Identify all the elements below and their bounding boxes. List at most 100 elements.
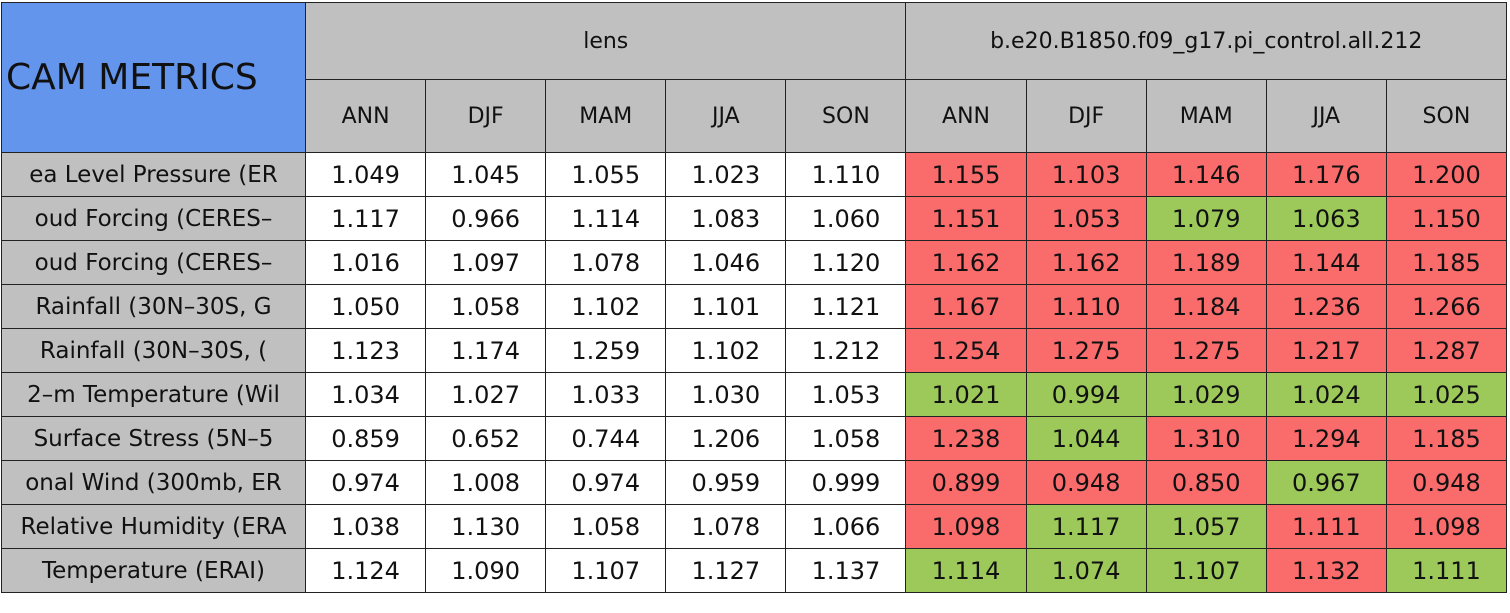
value-cell: 1.107: [545, 548, 667, 593]
value-cell: 1.038: [304, 504, 427, 549]
value-cell: 1.127: [665, 548, 787, 593]
value-cell: 1.110: [1025, 284, 1147, 329]
value-cell: 1.206: [665, 416, 787, 461]
value-cell: 1.098: [1385, 504, 1508, 549]
value-cell: 0.967: [1265, 460, 1387, 505]
value-cell: 1.120: [785, 240, 907, 285]
value-cell: 1.034: [304, 372, 427, 417]
value-cell: 1.016: [304, 240, 427, 285]
value-cell: 1.110: [785, 152, 907, 197]
value-cell: 1.137: [785, 548, 907, 593]
value-cell: 1.124: [304, 548, 427, 593]
value-cell: 0.966: [425, 196, 547, 241]
value-cell: 1.101: [665, 284, 787, 329]
value-cell: 1.114: [905, 548, 1027, 593]
group-header: lens: [304, 2, 907, 80]
column-header: SON: [785, 79, 907, 153]
value-cell: 1.029: [1145, 372, 1267, 417]
value-cell: 1.021: [905, 372, 1027, 417]
value-cell: 1.200: [1385, 152, 1508, 197]
value-cell: 1.102: [545, 284, 667, 329]
value-cell: 1.053: [1025, 196, 1147, 241]
group-header: b.e20.B1850.f09_g17.pi_control.all.212: [905, 2, 1507, 80]
column-header: ANN: [905, 79, 1027, 153]
value-cell: 0.899: [905, 460, 1027, 505]
column-header: MAM: [1145, 79, 1267, 153]
column-header: JJA: [1265, 79, 1387, 153]
value-cell: 1.024: [1265, 372, 1387, 417]
value-cell: 1.189: [1145, 240, 1267, 285]
value-cell: 1.176: [1265, 152, 1387, 197]
value-cell: 1.030: [665, 372, 787, 417]
column-header: JJA: [665, 79, 787, 153]
value-cell: 1.023: [665, 152, 787, 197]
value-cell: 1.049: [304, 152, 427, 197]
value-cell: 1.027: [425, 372, 547, 417]
value-cell: 1.150: [1385, 196, 1508, 241]
value-cell: 1.130: [425, 504, 547, 549]
value-cell: 1.310: [1145, 416, 1267, 461]
value-cell: 1.167: [905, 284, 1027, 329]
value-cell: 1.078: [545, 240, 667, 285]
value-cell: 1.060: [785, 196, 907, 241]
value-cell: 0.948: [1025, 460, 1147, 505]
value-cell: 1.098: [905, 504, 1027, 549]
row-label: 2–m Temperature (Wil: [1, 372, 306, 417]
row-label: ea Level Pressure (ER: [1, 152, 306, 197]
table-row: ea Level Pressure (ER 1.049 1.045 1.055 1.02…: [1, 152, 1508, 197]
value-cell: 0.974: [304, 460, 427, 505]
value-cell: 1.053: [785, 372, 907, 417]
value-cell: 1.275: [1145, 328, 1267, 373]
value-cell: 1.025: [1385, 372, 1508, 417]
table-row: Relative Humidity (ERA 1.038 1.130 1.058 1.0…: [1, 504, 1508, 549]
value-cell: 1.212: [785, 328, 907, 373]
row-label: Relative Humidity (ERA: [1, 504, 306, 549]
column-header: ANN: [304, 79, 427, 153]
group-header-row: CAM METRICS lens b.e20.B1850.f09_g17.pi_c…: [1, 2, 1507, 153]
value-cell: 0.974: [545, 460, 667, 505]
row-label: Rainfall (30N–30S, (: [1, 328, 306, 373]
table-row: onal Wind (300mb, ER 0.974 1.008 0.974 0.959…: [1, 460, 1508, 505]
value-cell: 1.055: [545, 152, 667, 197]
value-cell: 1.185: [1385, 416, 1508, 461]
value-cell: 1.144: [1265, 240, 1387, 285]
row-label: Temperature (ERAI): [1, 548, 306, 593]
value-cell: 1.275: [1025, 328, 1147, 373]
value-cell: 1.185: [1385, 240, 1508, 285]
value-cell: 1.155: [905, 152, 1027, 197]
value-cell: 1.008: [425, 460, 547, 505]
value-cell: 1.057: [1145, 504, 1267, 549]
value-cell: 1.146: [1145, 152, 1267, 197]
value-cell: 1.121: [785, 284, 907, 329]
value-cell: 1.162: [1025, 240, 1147, 285]
value-cell: 0.948: [1385, 460, 1508, 505]
value-cell: 1.033: [545, 372, 667, 417]
column-header: MAM: [545, 79, 667, 153]
table-row: oud Forcing (CERES– 1.117 0.966 1.114 1.083 1…: [1, 196, 1508, 241]
value-cell: 1.066: [785, 504, 907, 549]
table-body: ea Level Pressure (ER 1.049 1.045 1.055 1.02…: [1, 152, 1508, 593]
row-label: Surface Stress (5N–5: [1, 416, 306, 461]
value-cell: 1.045: [425, 152, 547, 197]
value-cell: 1.132: [1265, 548, 1387, 593]
value-cell: 1.162: [905, 240, 1027, 285]
row-label: oud Forcing (CERES–: [1, 240, 306, 285]
value-cell: 1.046: [665, 240, 787, 285]
row-label: onal Wind (300mb, ER: [1, 460, 306, 505]
value-cell: 1.266: [1385, 284, 1508, 329]
value-cell: 1.236: [1265, 284, 1387, 329]
value-cell: 1.117: [304, 196, 427, 241]
value-cell: 1.103: [1025, 152, 1147, 197]
value-cell: 1.259: [545, 328, 667, 373]
row-label: oud Forcing (CERES–: [1, 196, 306, 241]
value-cell: 1.174: [425, 328, 547, 373]
value-cell: 1.294: [1265, 416, 1387, 461]
value-cell: 1.058: [545, 504, 667, 549]
value-cell: 1.044: [1025, 416, 1147, 461]
metrics-table: CAM METRICS lens b.e20.B1850.f09_g17.pi_c…: [1, 2, 1508, 593]
table-row: Surface Stress (5N–5 0.859 0.652 0.744 1.206…: [1, 416, 1508, 461]
value-cell: 1.123: [304, 328, 427, 373]
value-cell: 1.111: [1265, 504, 1387, 549]
value-cell: 1.238: [905, 416, 1027, 461]
value-cell: 0.652: [425, 416, 547, 461]
